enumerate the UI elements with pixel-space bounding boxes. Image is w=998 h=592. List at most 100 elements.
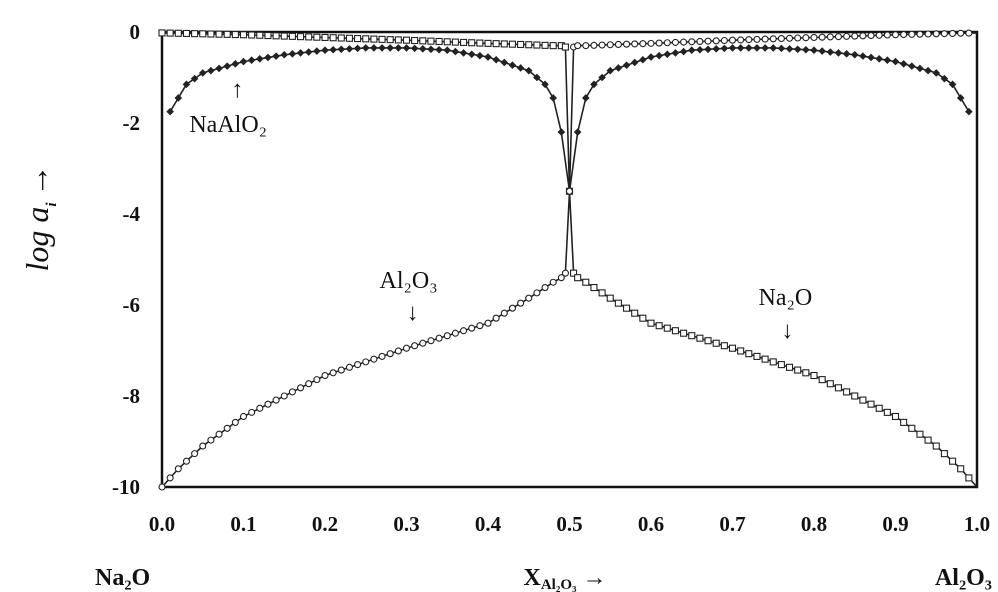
data-point [256,31,264,39]
annotation-label: Al₂O₃ [380,268,438,294]
data-point [704,337,712,345]
data-point [337,366,345,374]
data-point [345,45,354,53]
data-point [386,44,394,52]
data-point [443,46,452,54]
data-point [231,30,239,39]
annotation-arrow: ↓ [407,300,419,326]
data-point [728,344,737,352]
data-point [712,45,720,53]
data-point [166,107,174,116]
data-point [199,442,207,450]
data-point [321,33,329,42]
series-group [158,29,978,491]
data-point [598,73,606,82]
data-point [427,37,435,45]
data-point [191,30,199,38]
data-point [296,384,305,392]
y-tick-label: -4 [123,202,141,226]
data-point [769,44,778,52]
data-point [492,314,500,322]
data-point [932,442,940,450]
data-point [680,38,688,46]
data-point [688,38,696,46]
data-point [280,32,288,40]
data-point [614,299,622,307]
annotation-arrow: ↑ [231,77,243,103]
series-line [161,32,978,488]
data-point [843,388,851,396]
data-point [158,483,166,491]
data-point [745,350,753,358]
data-point [777,361,785,369]
data-point [272,32,280,40]
data-point [826,380,834,388]
y-tick-labels: 0 -2 -4 -6 -8 -10 [112,20,140,499]
x-tick-label: 0.5 [556,512,582,536]
data-point [207,436,215,444]
data-point [517,299,525,307]
x-tick-label: 0.2 [312,512,338,536]
data-point [451,47,460,56]
data-point [647,39,655,47]
data-point [908,30,916,38]
data-point [639,314,647,322]
data-point [940,74,949,83]
y-tick-label: -10 [112,475,140,499]
data-point [288,50,297,58]
data-point [753,35,761,43]
data-point [207,30,215,38]
data-point [288,388,296,396]
data-point [728,36,737,44]
data-point [932,69,941,77]
data-point [476,39,484,47]
data-point [900,418,908,426]
data-point [818,47,826,55]
data-point [508,304,517,312]
data-point [843,32,851,40]
data-point [663,50,672,59]
data-point [411,342,419,350]
data-point [264,53,272,62]
data-point [313,376,321,384]
data-point [851,392,859,400]
data-point [655,51,663,60]
x-tick-label: 0.3 [393,512,419,536]
data-point [704,45,712,54]
x-axis-label: XAl₂O₃ → [523,565,606,592]
series-diamond [166,44,973,196]
data-point [940,450,948,458]
data-point [639,55,647,64]
data-point [826,33,834,41]
data-point [231,60,240,68]
data-point [525,41,533,49]
data-point [948,29,957,38]
data-point [215,30,223,38]
data-point [663,324,671,332]
data-point [451,329,459,337]
data-point [671,38,680,46]
plot-frame [160,30,979,489]
data-point [378,44,386,52]
data-point [582,94,590,102]
data-point [345,34,354,42]
data-point [875,404,883,412]
data-point [794,366,802,374]
data-point [900,30,908,39]
data-point [687,46,696,54]
data-point [419,45,427,53]
data-point [394,44,403,52]
data-point [622,40,631,48]
data-point [484,319,492,327]
data-point [247,56,256,65]
data-point [916,30,924,38]
data-point [679,47,688,56]
data-point [321,371,329,380]
data-point [533,289,541,297]
data-point [459,38,468,46]
data-point [305,380,313,388]
data-point [500,309,508,317]
data-point [948,457,957,465]
data-point [565,187,574,195]
